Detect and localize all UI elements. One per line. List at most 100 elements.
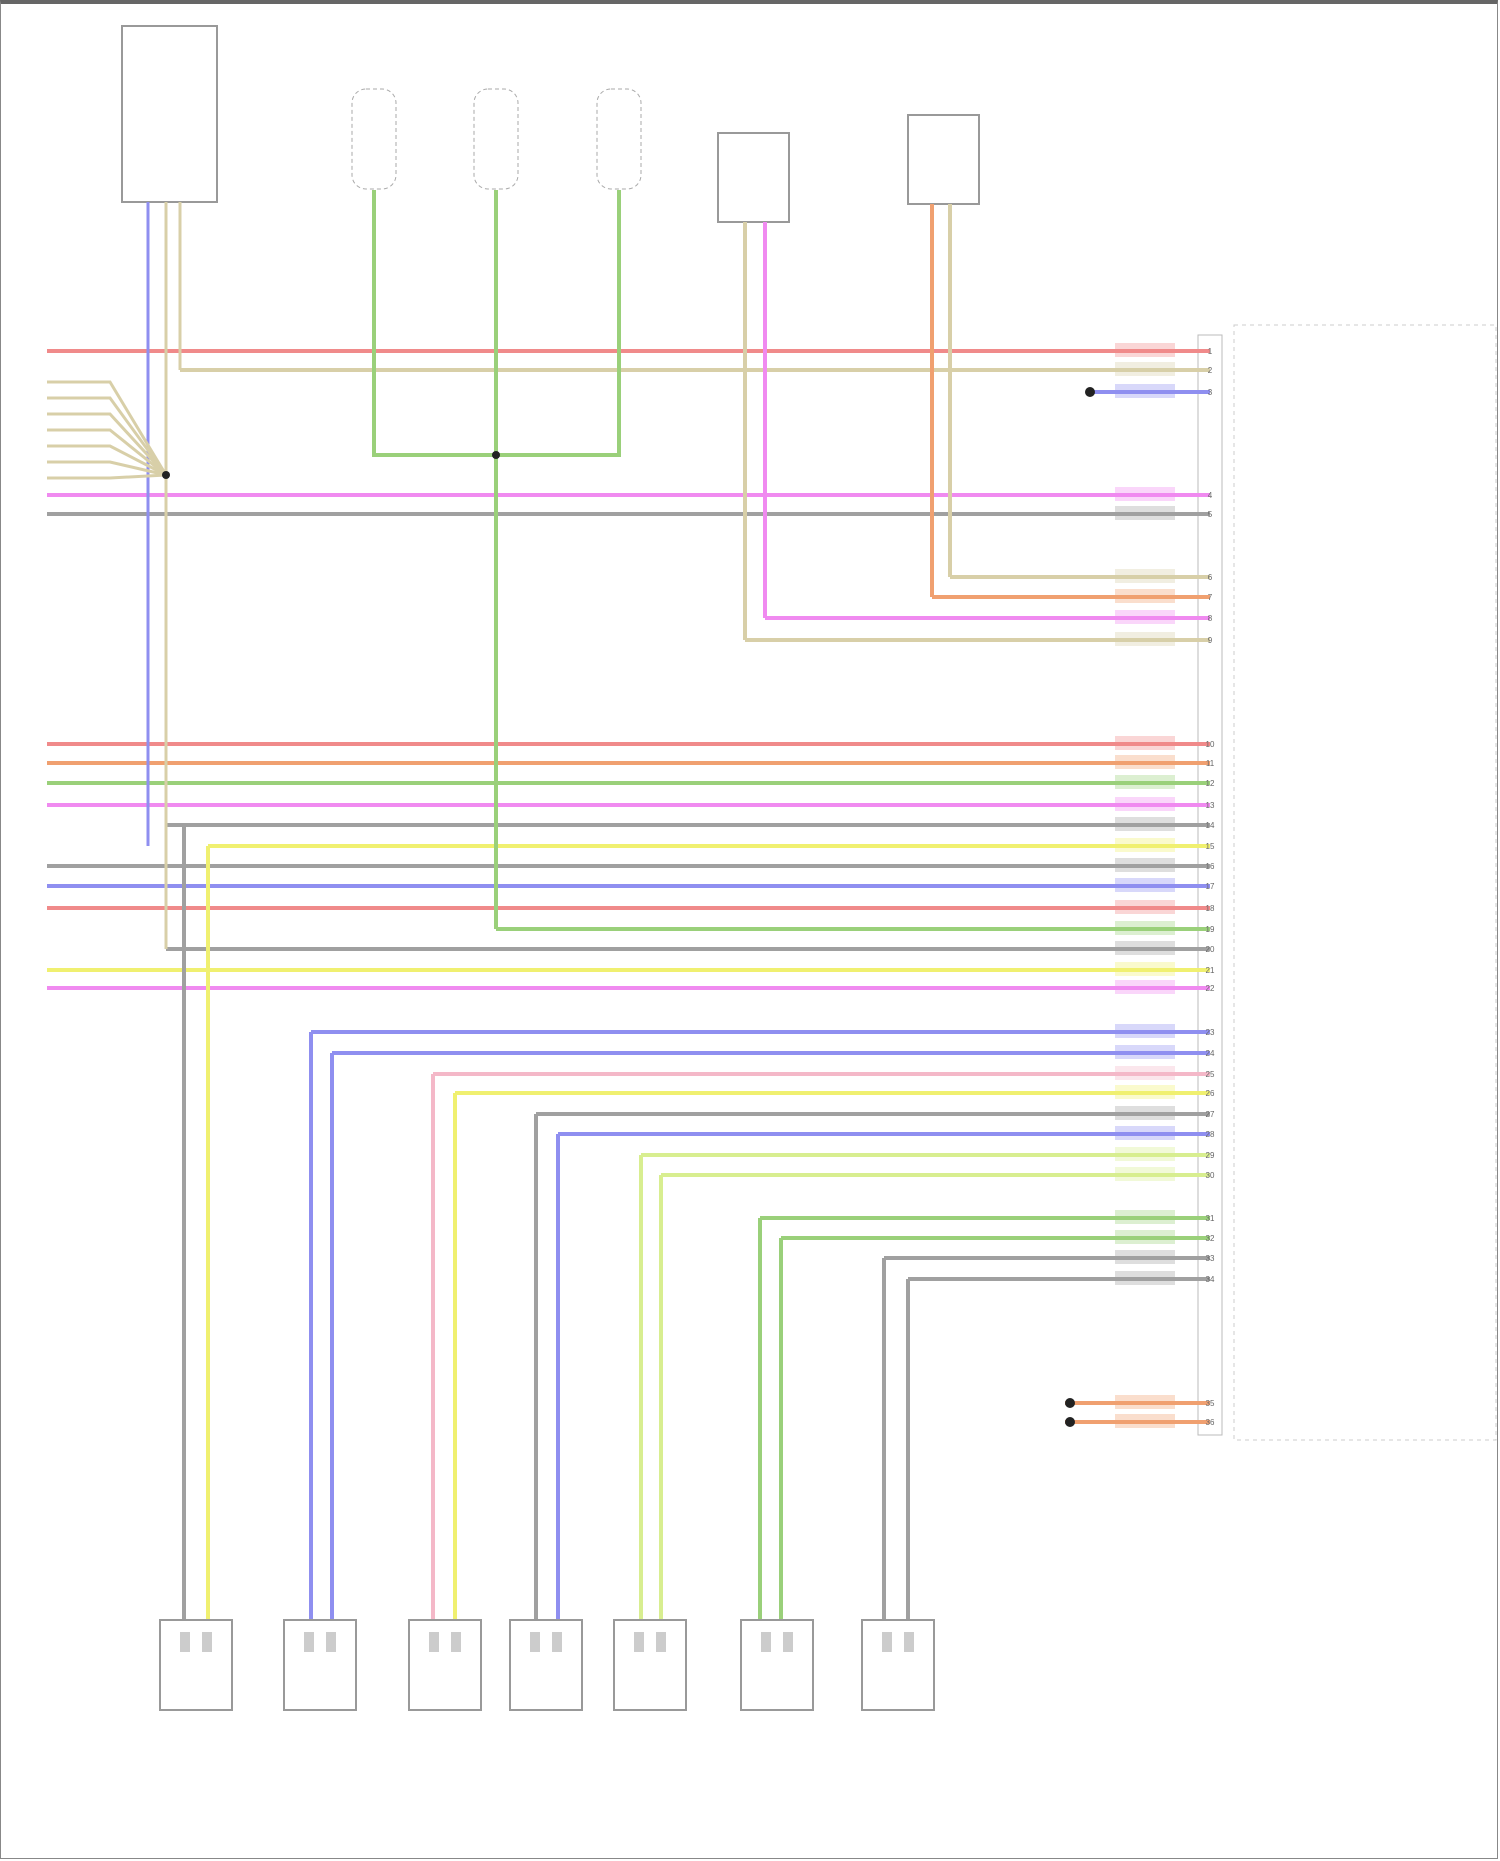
pin-number: 36 xyxy=(1206,1418,1215,1427)
bottom-component-3 xyxy=(408,1619,482,1711)
pin-block xyxy=(783,1632,793,1652)
wire-color-label-bg xyxy=(1115,755,1175,769)
pin-block xyxy=(656,1632,666,1652)
pin-block xyxy=(882,1632,892,1652)
wire-color-label-bg xyxy=(1115,838,1175,852)
pin-number: 9 xyxy=(1208,636,1213,645)
can-point-1 xyxy=(1065,1398,1075,1408)
pin-number: 29 xyxy=(1206,1151,1215,1160)
wire-color-label-bg xyxy=(1115,1106,1175,1120)
pin-block xyxy=(634,1632,644,1652)
wire-color-label-bg xyxy=(1115,1126,1175,1140)
pin-number: 22 xyxy=(1206,984,1215,993)
wire-color-label-bg xyxy=(1115,900,1175,914)
pin-block xyxy=(429,1632,439,1652)
pin-block xyxy=(530,1632,540,1652)
pin-number: 24 xyxy=(1206,1049,1215,1058)
pin-number: 21 xyxy=(1206,966,1215,975)
splice-point-left xyxy=(162,471,170,479)
wire-color-label-bg xyxy=(1115,362,1175,376)
wire-color-label-bg xyxy=(1115,506,1175,520)
wire-color-label-bg xyxy=(1115,632,1175,646)
wire-color-label-bg xyxy=(1115,1167,1175,1181)
pin-number: 16 xyxy=(1206,862,1215,871)
pin-number: 10 xyxy=(1206,740,1215,749)
pin-number: 4 xyxy=(1208,491,1213,500)
wire-color-label-bg xyxy=(1115,1024,1175,1038)
pin-number: 7 xyxy=(1208,593,1213,602)
wire-color-label-bg xyxy=(1115,1395,1175,1409)
bottom-component-6 xyxy=(740,1619,814,1711)
wire-color-label-bg xyxy=(1115,1066,1175,1080)
wire-color-label-bg xyxy=(1115,941,1175,955)
pin-block xyxy=(451,1632,461,1652)
pin-block xyxy=(304,1632,314,1652)
ground-point xyxy=(1085,387,1095,397)
wire-color-label-bg xyxy=(1115,1045,1175,1059)
splice-point xyxy=(492,451,500,459)
pin-block xyxy=(326,1632,336,1652)
pin-number: 20 xyxy=(1206,945,1215,954)
pin-number: 18 xyxy=(1206,904,1215,913)
wire-color-label-bg xyxy=(1115,384,1175,398)
wire-color-label-bg xyxy=(1115,1085,1175,1099)
switch-module-box xyxy=(121,25,218,203)
left-splice-wire-4 xyxy=(47,428,167,477)
wire-color-label-bg xyxy=(1115,589,1175,603)
pin-block xyxy=(761,1632,771,1652)
left-splice-wire-6 xyxy=(47,460,167,477)
left-splice-wire-5 xyxy=(47,444,167,477)
module-a-box xyxy=(717,132,790,223)
pin-number: 28 xyxy=(1206,1130,1215,1139)
can-point-2 xyxy=(1065,1417,1075,1427)
left-splice-wire-7 xyxy=(47,473,167,480)
wire-color-label-bg xyxy=(1115,1147,1175,1161)
wire-color-label-bg xyxy=(1115,1230,1175,1244)
wire-color-label-bg xyxy=(1115,487,1175,501)
pin-block xyxy=(180,1632,190,1652)
pin-number: 3 xyxy=(1208,388,1213,397)
sensor-connector-1 xyxy=(351,88,397,190)
pin-block xyxy=(904,1632,914,1652)
wire-color-label-bg xyxy=(1115,1271,1175,1285)
wire-color-label-bg xyxy=(1115,1210,1175,1224)
pin-number: 31 xyxy=(1206,1214,1215,1223)
pin-number: 15 xyxy=(1206,842,1215,851)
pin-number: 2 xyxy=(1208,366,1213,375)
wire-color-label-bg xyxy=(1115,858,1175,872)
wire-color-label-bg xyxy=(1115,775,1175,789)
left-splice-wire-1 xyxy=(47,380,168,476)
pin-number: 19 xyxy=(1206,925,1215,934)
pin-number: 25 xyxy=(1206,1070,1215,1079)
pin-number: 17 xyxy=(1206,882,1215,891)
pin-number: 6 xyxy=(1208,573,1213,582)
pin-number: 34 xyxy=(1206,1275,1215,1284)
wire-color-label-bg xyxy=(1115,736,1175,750)
bottom-component-7 xyxy=(861,1619,935,1711)
wire-color-label-bg xyxy=(1115,343,1175,357)
wire-color-label-bg xyxy=(1115,980,1175,994)
pin-number: 5 xyxy=(1208,510,1213,519)
airbag-module-outline xyxy=(1233,324,1497,1441)
wire-color-label-bg xyxy=(1115,797,1175,811)
pin-number: 8 xyxy=(1208,614,1213,623)
pin-number: 23 xyxy=(1206,1028,1215,1037)
pin-number: 32 xyxy=(1206,1234,1215,1243)
pin-block xyxy=(202,1632,212,1652)
bottom-component-5 xyxy=(613,1619,687,1711)
pin-number: 33 xyxy=(1206,1254,1215,1263)
pin-block xyxy=(552,1632,562,1652)
pin-number: 30 xyxy=(1206,1171,1215,1180)
wire-color-label-bg xyxy=(1115,1250,1175,1264)
bottom-component-1 xyxy=(159,1619,233,1711)
left-splice-wire-3 xyxy=(47,412,168,477)
pin-number: 35 xyxy=(1206,1399,1215,1408)
pin-number: 12 xyxy=(1206,779,1215,788)
pin-number: 27 xyxy=(1206,1110,1215,1119)
pin-number: 11 xyxy=(1206,759,1215,768)
bottom-component-2 xyxy=(283,1619,357,1711)
wire-color-label-bg xyxy=(1115,610,1175,624)
sensor-connector-3 xyxy=(596,88,642,190)
